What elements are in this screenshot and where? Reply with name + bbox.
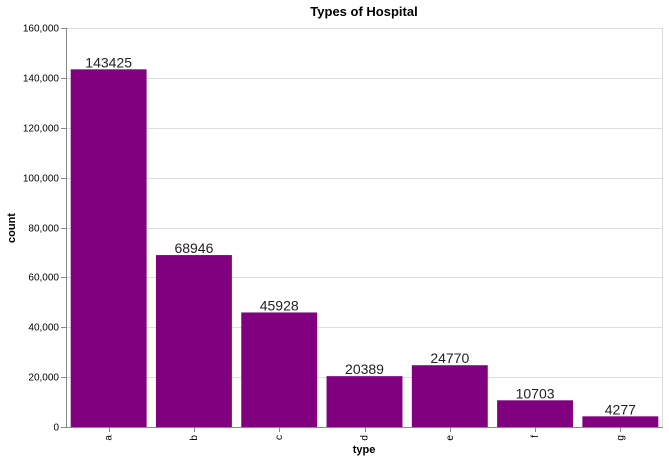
data-label-c: 45928: [260, 297, 299, 313]
bar-f: [497, 400, 574, 427]
y-tick-label: 60,000: [28, 273, 59, 284]
bar-e: [411, 365, 488, 427]
bars: 143425 68946 45928 20389 24770 10703 4277: [70, 54, 659, 427]
y-axis-title: count: [6, 213, 18, 243]
data-label-b: 68946: [174, 240, 213, 256]
y-tick-label: 0: [53, 423, 59, 434]
bar-g: [582, 416, 659, 427]
x-tick-label-c: c: [274, 435, 285, 440]
data-label-e: 24770: [430, 350, 469, 366]
x-tick-label-e: e: [445, 435, 456, 441]
y-tick-label: 20,000: [28, 373, 59, 384]
x-tick-label-f: f: [530, 435, 541, 438]
data-label-d: 20389: [345, 361, 384, 377]
y-tick-label: 80,000: [28, 224, 59, 235]
y-tick-label: 120,000: [23, 124, 60, 135]
x-axis-title: type: [353, 444, 376, 456]
y-tick-label: 40,000: [28, 323, 59, 334]
bar-d: [326, 376, 403, 427]
data-label-a: 143425: [85, 54, 132, 70]
y-tick-label: 100,000: [23, 174, 60, 185]
x-axis: a b c d e f g: [66, 427, 663, 441]
x-tick-label-g: g: [615, 435, 626, 441]
bar-a: [70, 69, 147, 427]
bar-b: [155, 255, 232, 427]
x-tick-label-b: b: [189, 435, 200, 441]
bar-c: [241, 312, 318, 427]
chart-title: Types of Hospital: [310, 4, 417, 19]
data-label-g: 4277: [605, 401, 636, 417]
y-tick-label: 140,000: [23, 74, 60, 85]
x-tick-label-d: d: [360, 435, 371, 441]
data-label-f: 10703: [516, 385, 555, 401]
y-tick-label: 160,000: [23, 24, 60, 35]
x-tick-label-a: a: [104, 435, 115, 441]
y-axis: 0 20,000 40,000 60,000 80,000 100,000 120,000 1…: [23, 24, 67, 434]
